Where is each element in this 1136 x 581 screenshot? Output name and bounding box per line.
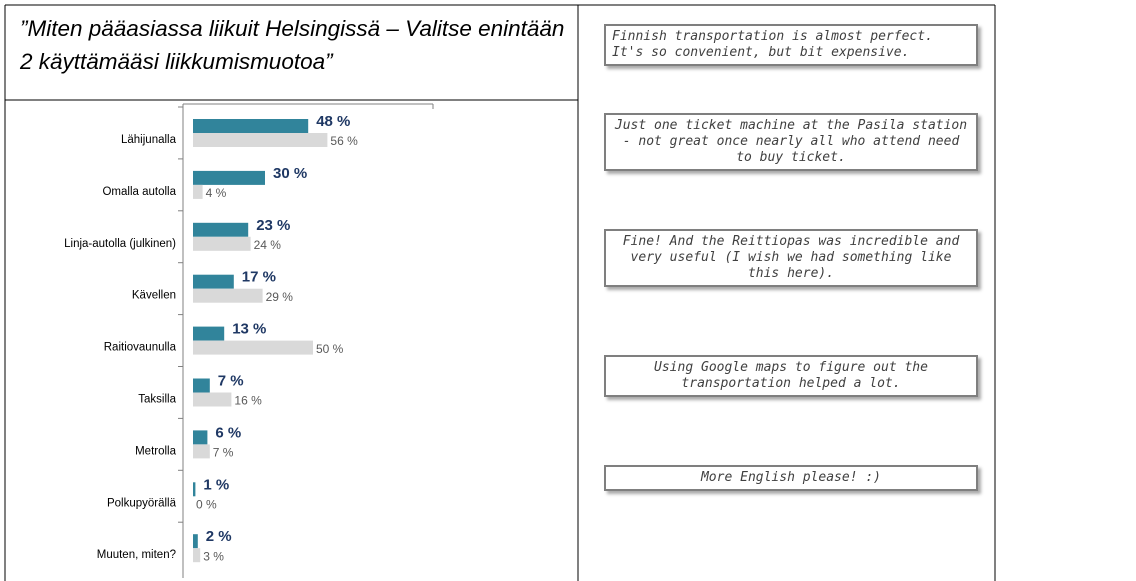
category-label: Polkupyörällä (107, 497, 177, 509)
data-label: 48 % (316, 113, 350, 130)
category-label: Muuten, miten? (97, 549, 176, 561)
chart-title: ”Miten pääasiassa liikuit Helsingissä – … (20, 16, 565, 74)
category-label: Kävellen (132, 290, 176, 302)
bar (193, 548, 201, 563)
bar (193, 430, 208, 445)
quote: Just one ticket machine at the Pasila st… (604, 113, 978, 171)
category-label: Taksilla (138, 394, 176, 406)
bar (193, 274, 234, 289)
data-label: 6 % (215, 424, 241, 441)
bar (193, 184, 203, 199)
quote: More English please! :) (604, 465, 978, 491)
data-label: 17 % (242, 269, 276, 286)
bar (193, 288, 263, 303)
data-label: 56 % (330, 134, 358, 148)
data-label: 30 % (273, 165, 307, 182)
quote: Using Google maps to figure out the tran… (604, 355, 978, 397)
bar (193, 119, 309, 133)
data-label: 23 % (256, 217, 290, 234)
data-label: 2 % (206, 528, 232, 545)
category-label: Metrolla (135, 445, 177, 457)
bar (193, 236, 251, 251)
category-label: Omalla autolla (102, 186, 176, 198)
data-label: 29 % (266, 290, 294, 304)
data-label: 0 % (196, 497, 217, 511)
data-label: 3 % (203, 549, 224, 563)
bar (193, 133, 328, 147)
bar (193, 326, 225, 341)
bar (193, 170, 265, 185)
data-label: 50 % (316, 342, 344, 356)
quote: Finnish transportation is almost perfect… (604, 24, 978, 66)
bar (193, 444, 210, 459)
bar (193, 534, 198, 549)
data-label: 16 % (234, 394, 262, 408)
bar (193, 340, 313, 355)
quote: Fine! And the Reittiopas was incredible … (604, 229, 978, 287)
data-label: 7 % (213, 446, 234, 460)
category-label: Raitiovaunulla (104, 342, 177, 354)
bar (193, 378, 210, 393)
bar (193, 482, 196, 497)
data-label: 13 % (232, 321, 266, 338)
category-label: Linja-autolla (julkinen) (64, 238, 176, 250)
category-label: Lähijunalla (121, 134, 177, 146)
data-label: 1 % (203, 476, 229, 493)
data-label: 7 % (218, 372, 244, 389)
bar (193, 392, 232, 407)
data-label: 4 % (206, 186, 227, 200)
bar (193, 222, 249, 237)
data-label: 24 % (254, 238, 282, 252)
